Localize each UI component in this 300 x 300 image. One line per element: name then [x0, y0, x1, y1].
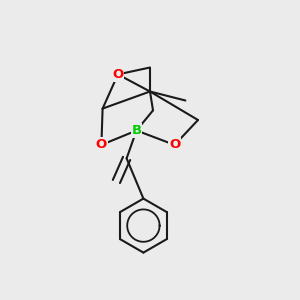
Text: O: O: [112, 68, 124, 81]
Text: B: B: [131, 124, 142, 137]
Text: O: O: [169, 138, 180, 152]
Text: O: O: [96, 138, 107, 152]
